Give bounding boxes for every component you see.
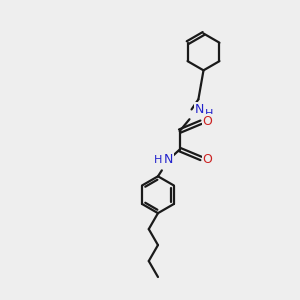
Text: O: O (203, 115, 212, 128)
Text: H: H (154, 155, 162, 165)
Text: N: N (195, 103, 204, 116)
Text: O: O (203, 153, 212, 166)
Text: H: H (205, 109, 214, 119)
Text: N: N (164, 153, 173, 166)
